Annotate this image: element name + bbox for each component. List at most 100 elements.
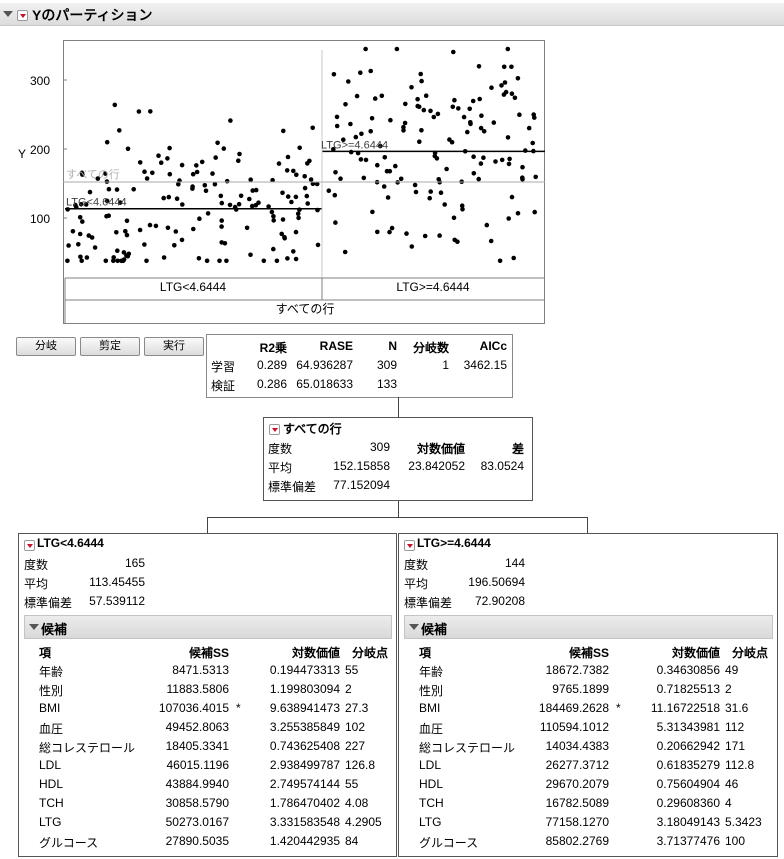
candidate-split-point: 49 (725, 663, 739, 677)
data-point (271, 214, 276, 219)
data-point (358, 70, 363, 75)
right-candidates-disclosure-icon[interactable] (409, 624, 419, 630)
data-point (385, 195, 391, 200)
data-point (197, 216, 202, 221)
data-point (412, 182, 418, 188)
data-point (115, 248, 120, 253)
data-point (78, 202, 84, 207)
data-point (224, 258, 229, 264)
data-point (435, 111, 441, 117)
split-button[interactable]: 分岐 (16, 337, 76, 356)
candidate-split-point: 55 (345, 663, 359, 677)
row-train-splits: 1 (442, 358, 449, 372)
candidate-logworth: 0.194473313 (269, 663, 340, 677)
root-logworth-value: 23.842052 (408, 459, 465, 473)
right-candidates-header[interactable]: 候補 (404, 615, 773, 639)
data-point (499, 83, 504, 88)
data-point (419, 128, 424, 133)
candidate-best-marker: * (616, 701, 621, 715)
data-point (179, 162, 185, 168)
data-point (293, 194, 299, 200)
candidate-split-point: 171 (725, 739, 746, 753)
data-point (219, 218, 224, 223)
data-point (121, 250, 127, 255)
right-cand-col-ss: 候補SS (568, 646, 609, 660)
report-menu-icon[interactable] (17, 10, 28, 22)
data-point (417, 139, 422, 144)
data-point (247, 196, 252, 202)
data-point (450, 104, 456, 110)
data-point (509, 64, 514, 70)
data-point (284, 168, 290, 173)
candidate-split-point: 55 (345, 777, 359, 791)
candidate-logworth: 1.420442935 (269, 834, 340, 848)
candidate-term: HDL (39, 777, 64, 791)
data-point (285, 194, 291, 199)
left-count-label: 度数 (24, 558, 49, 572)
data-point (404, 231, 409, 236)
root-node-menu-icon[interactable] (269, 424, 280, 436)
data-point (161, 195, 166, 201)
left-count-value: 165 (124, 556, 145, 570)
left-node-menu-icon[interactable] (24, 540, 35, 552)
prune-button[interactable]: 剪定 (80, 337, 140, 356)
data-point (488, 238, 494, 244)
data-point (280, 217, 286, 222)
data-point (79, 170, 85, 176)
data-point (215, 140, 220, 146)
candidate-term: TCH (39, 796, 64, 810)
data-point (147, 222, 153, 228)
data-point (174, 196, 180, 201)
data-point (213, 155, 218, 160)
row-valid-rase: 65.018633 (296, 377, 353, 391)
data-point (191, 226, 196, 232)
data-point (375, 229, 380, 235)
candidate-ss: 14034.4383 (545, 739, 609, 753)
left-node-title: LTG<4.6444 (37, 536, 104, 550)
right-mean-label: 平均 (404, 577, 429, 591)
data-point (115, 258, 120, 264)
data-point (379, 93, 385, 99)
data-point (294, 172, 299, 178)
right-count-value: 144 (504, 556, 525, 570)
y-axis-label: Y (18, 147, 27, 161)
data-point (131, 187, 136, 192)
data-point (346, 79, 351, 84)
go-button[interactable]: 実行 (144, 337, 204, 356)
data-point (104, 139, 110, 145)
data-point (501, 64, 507, 70)
data-point (533, 174, 538, 180)
data-point (167, 145, 172, 151)
right-node-menu-icon[interactable] (404, 540, 415, 552)
data-point (501, 92, 507, 97)
data-point (304, 193, 310, 199)
data-point (438, 190, 444, 195)
data-point (78, 254, 83, 260)
data-point (233, 207, 239, 212)
data-point (80, 219, 85, 224)
data-point (244, 225, 250, 231)
candidate-ss: 26277.3712 (545, 758, 609, 772)
data-point (117, 128, 122, 133)
data-point (334, 114, 340, 120)
data-point (394, 46, 400, 52)
right-mean-value: 196.50694 (468, 575, 525, 589)
candidate-logworth: 1.199803094 (269, 682, 340, 696)
data-point (358, 157, 364, 162)
data-point (217, 258, 222, 264)
data-point (332, 192, 338, 198)
data-point (308, 177, 314, 182)
data-point (428, 189, 434, 194)
data-point (403, 101, 408, 107)
candidate-split-point: 84 (345, 834, 359, 848)
left-candidates-disclosure-icon[interactable] (29, 624, 39, 630)
data-point (359, 131, 364, 137)
collapse-disclosure-icon[interactable] (3, 11, 13, 17)
report-title-bar: Yのパーティション (0, 3, 784, 26)
candidate-ss: 77158.1270 (545, 815, 609, 829)
data-point (212, 181, 218, 187)
candidate-logworth: 3.71377476 (656, 834, 720, 848)
left-candidates-header[interactable]: 候補 (24, 615, 392, 639)
data-point (166, 194, 172, 200)
data-point (372, 96, 378, 101)
